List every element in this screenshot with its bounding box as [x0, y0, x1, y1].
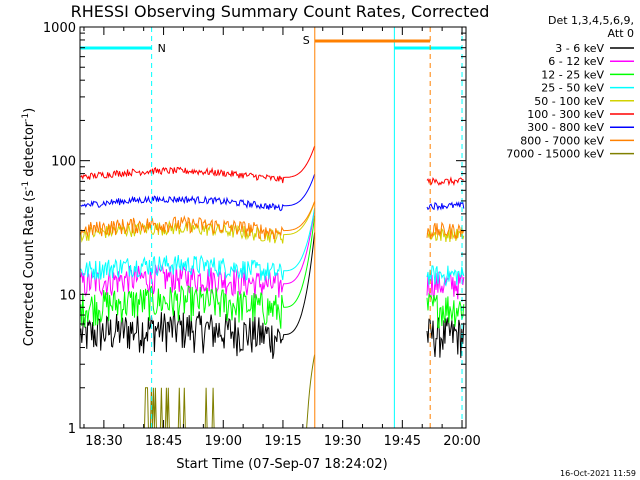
- x-tick-label: 19:00: [205, 434, 242, 449]
- chart-title: RHESSI Observing Summary Count Rates, Co…: [71, 2, 490, 21]
- series-line: [426, 201, 465, 212]
- x-tick-label: 19:45: [384, 434, 421, 449]
- night-label: N: [158, 42, 166, 55]
- data-layer: [80, 145, 465, 429]
- series-line: [426, 292, 465, 329]
- series-line: [80, 208, 316, 299]
- x-tick-label: 18:45: [145, 434, 182, 449]
- legend-label: 6 - 12 keV: [548, 55, 604, 68]
- legend-header-line2: Att 0: [608, 27, 634, 40]
- saa-label: S: [303, 34, 310, 47]
- legend-label: 100 - 300 keV: [527, 108, 604, 121]
- legend-header-line1: Det 1,3,4,5,6,9,: [548, 14, 634, 27]
- series-line: [426, 316, 465, 359]
- series-line: [80, 145, 316, 184]
- series-line: [80, 208, 316, 281]
- y-tick-label: 1000: [43, 21, 76, 36]
- series-line: [80, 232, 316, 359]
- series-line: [426, 265, 465, 287]
- series-line: [80, 174, 316, 212]
- series-line: [80, 215, 316, 329]
- plot-frame: [79, 26, 467, 429]
- legend-label: 50 - 100 keV: [534, 95, 604, 108]
- legend-label: 800 - 7000 keV: [520, 134, 604, 147]
- y-axis-label: Corrected Count Rate (s-1 detector-1): [21, 108, 37, 346]
- legend-label: 300 - 800 keV: [527, 121, 604, 134]
- legend-label: 25 - 50 keV: [541, 82, 604, 95]
- y-tick-label: 10: [59, 288, 76, 303]
- legend-label: 3 - 6 keV: [555, 42, 604, 55]
- series-line: [426, 271, 465, 301]
- timestamp: 16-Oct-2021 11:59: [560, 469, 636, 478]
- x-axis-label: Start Time (07-Sep-07 18:24:02): [176, 457, 387, 472]
- series-line: [426, 221, 465, 240]
- y-tick-label: 100: [51, 155, 76, 170]
- x-tick-label: 18:30: [85, 434, 122, 449]
- x-tick-label: 19:15: [264, 434, 301, 449]
- x-tick-label: 19:30: [324, 434, 361, 449]
- y-tick-label: 1: [68, 422, 76, 437]
- series-line: [426, 176, 464, 187]
- legend-label: 12 - 25 keV: [541, 68, 604, 81]
- series-line: [80, 201, 316, 240]
- x-tick-label: 20:00: [443, 434, 480, 449]
- axes-layer: 1 10 100 1000 18:30 18:45 19:00 19:15 19:30 19:45…: [43, 21, 481, 449]
- legend-label: 7000 - 15000 keV: [506, 148, 604, 161]
